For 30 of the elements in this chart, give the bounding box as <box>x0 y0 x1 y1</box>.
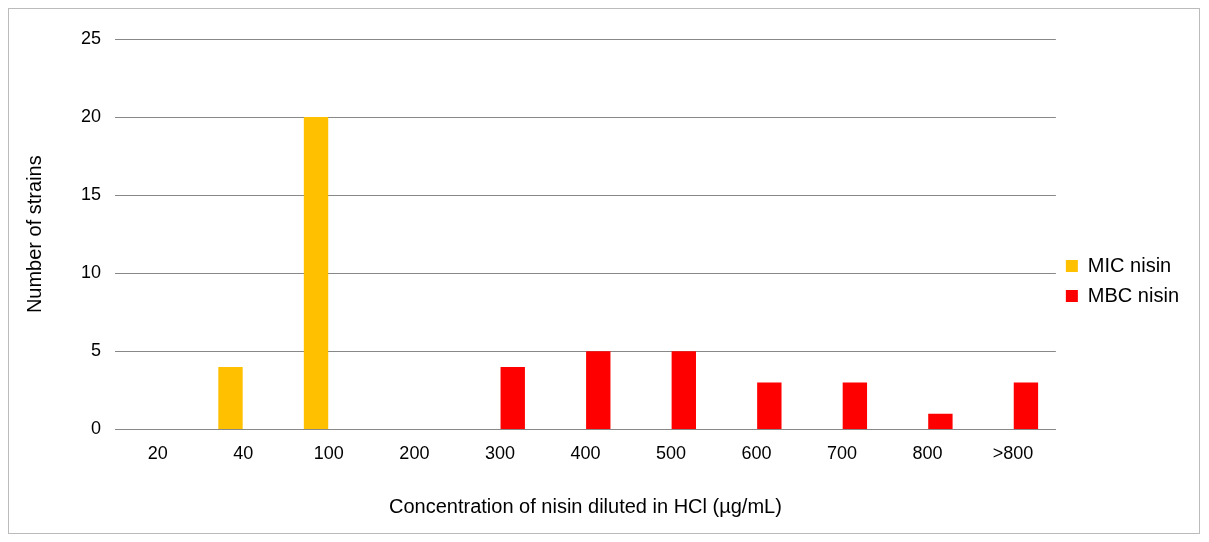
y-tick-label: 15 <box>80 184 102 205</box>
x-axis-title: Concentration of nisin diluted in HCl (µg/mL) <box>389 494 782 517</box>
x-tick-label: >800 <box>992 443 1034 464</box>
x-tick-label: 800 <box>912 443 943 464</box>
y-tick-label: 5 <box>91 340 102 361</box>
x-tick-label: 300 <box>484 443 515 464</box>
x-tick-label: 200 <box>399 443 430 464</box>
bar <box>303 117 329 429</box>
x-tick-label: 500 <box>655 443 686 464</box>
legend-label: MIC nisin <box>1087 253 1172 276</box>
bar <box>671 351 696 429</box>
x-tick-label: 100 <box>313 443 344 464</box>
x-tick-label: 600 <box>741 443 772 464</box>
legend-label: MBC nisin <box>1087 283 1180 306</box>
y-tick-label: 0 <box>91 418 102 439</box>
bar <box>500 366 525 429</box>
bar <box>842 382 868 429</box>
y-axis-title: Number of strains <box>22 155 45 314</box>
bar <box>586 351 611 429</box>
x-tick-label: 700 <box>827 443 858 464</box>
x-tick-label: 400 <box>570 443 601 464</box>
y-tick-label: 10 <box>80 262 102 283</box>
bar <box>218 366 243 429</box>
y-tick-label: 20 <box>80 106 102 127</box>
bar <box>757 382 782 429</box>
x-tick-label: 40 <box>233 443 254 464</box>
y-tick-label: 25 <box>80 27 102 48</box>
x-tick-label: 20 <box>147 443 168 464</box>
bar <box>1013 382 1039 429</box>
bar <box>928 413 953 429</box>
